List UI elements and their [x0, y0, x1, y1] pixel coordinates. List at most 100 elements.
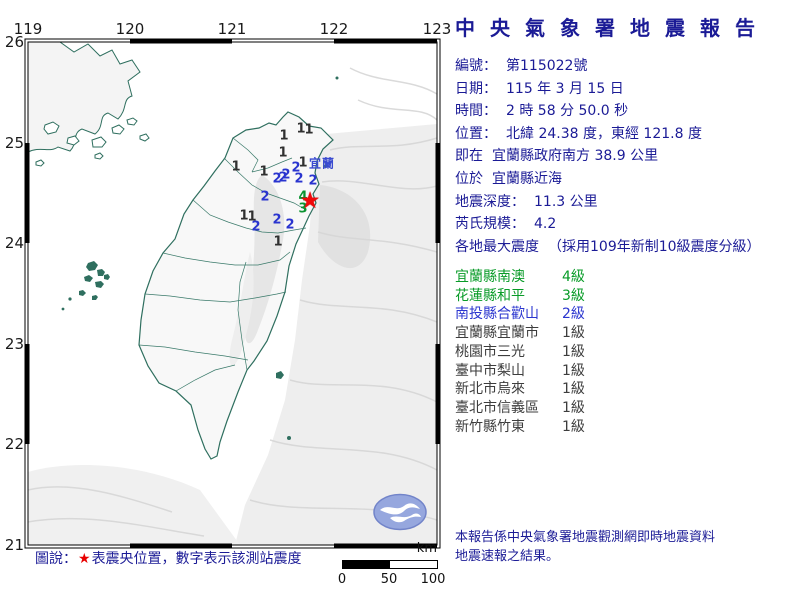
report-panel: 中央氣象署地震報告 編號： 第115022號 日期： 115 年 3 月 15 日 … — [452, 0, 800, 600]
intensity-level: 1級 — [562, 362, 585, 379]
intensity-location: 花蓮縣和平 — [455, 287, 525, 304]
report-line-label: 位於 — [455, 170, 483, 187]
map-legend: 圖說：★表震央位置，數字表示該測站震度 — [35, 548, 302, 568]
report-line: 位置： 北緯 24.38 度，東經 121.8 度 — [455, 123, 761, 146]
intensity-level: 1級 — [562, 418, 585, 435]
legend-prefix: 圖說： — [35, 551, 77, 567]
intensity-row: 南投縣合歡山 2級 — [455, 305, 585, 324]
report-line-value: 4.2 — [534, 216, 557, 233]
offshore-islets — [276, 76, 339, 440]
taiwan-island — [138, 111, 334, 460]
station-intensity-marker: 2 — [308, 173, 318, 189]
station-intensity-marker: 4 — [298, 189, 308, 205]
lat-tick-label: 23 — [4, 335, 24, 353]
cwa-logo-watermark — [373, 493, 427, 531]
station-intensity-marker: 2 — [251, 219, 261, 235]
mainland-coast — [27, 41, 141, 153]
report-line: 即在 宜蘭縣政府南方 38.9 公里 — [455, 145, 761, 168]
station-intensity-marker: 1 — [298, 155, 308, 171]
intensity-row: 臺中市梨山 1級 — [455, 362, 585, 381]
report-line-value: 第115022號 — [506, 58, 588, 74]
lat-tick-label: 24 — [4, 234, 24, 252]
intensity-location: 臺中市梨山 — [455, 362, 525, 379]
station-intensity-marker: 2 — [272, 212, 282, 228]
intensity-row: 宜蘭縣南澳 4級 — [455, 268, 585, 287]
intensity-location: 桃園市三光 — [455, 343, 525, 360]
report-line-value: （採用109年新制10級震度分級） — [548, 238, 761, 255]
station-intensity-marker: 2 — [291, 160, 301, 176]
report-line: 位於 宜蘭縣近海 — [455, 168, 761, 191]
report-line-value: 宜蘭縣近海 — [492, 170, 562, 187]
county-boundaries — [138, 137, 307, 392]
lat-tick-label: 26 — [4, 33, 24, 51]
epicenter-star-icon: ★ — [299, 187, 321, 214]
lon-tick-label: 119 — [13, 20, 43, 38]
map-frame — [24, 38, 441, 549]
legend-text: 表震央位置，數字表示該測站震度 — [91, 551, 302, 567]
scale-tick-label: 50 — [380, 572, 398, 587]
station-intensity-marker: 1 — [296, 121, 306, 137]
scale-tick-label: 0 — [337, 572, 347, 587]
intensity-level: 1級 — [562, 325, 585, 342]
intensity-level: 4級 — [562, 269, 585, 285]
place-label-yilan: 宜蘭 — [308, 156, 336, 171]
report-line-value: 北緯 24.38 度，東經 121.8 度 — [506, 125, 702, 142]
intensity-location: 新北市烏來 — [455, 381, 525, 398]
lon-tick-label: 120 — [115, 20, 145, 38]
report-line: 編號： 第115022號 — [455, 55, 761, 78]
penghu-islands — [61, 261, 110, 311]
lat-tick-label: 22 — [4, 435, 24, 453]
station-intensity-marker: 2 — [278, 170, 288, 186]
report-line: 芮氏規模： 4.2 — [455, 213, 761, 236]
intensity-level: 1級 — [562, 381, 585, 398]
report-line: 日期： 115 年 3 月 15 日 — [455, 78, 761, 101]
report-detail-lines: 編號： 第115022號 日期： 115 年 3 月 15 日 時間： 2 時 58 … — [455, 55, 761, 258]
relief-streaks — [27, 67, 438, 537]
legend-star-icon: ★ — [78, 551, 91, 567]
report-line-label: 位置： — [455, 125, 497, 142]
lon-tick-label: 122 — [319, 20, 349, 38]
footnote-line2: 地震速報之結果。 — [455, 548, 560, 564]
intensity-location: 宜蘭縣南澳 — [455, 269, 525, 285]
report-line-label: 芮氏規模： — [455, 216, 525, 233]
intensity-row: 新北市烏來 1級 — [455, 380, 585, 399]
footnote-line1: 本報告係中央氣象署地震觀測網即時地震資料 — [455, 530, 716, 545]
station-intensity-marker: 3 — [298, 201, 308, 217]
intensity-level: 1級 — [562, 343, 585, 360]
report-line-value: 115 年 3 月 15 日 — [506, 80, 624, 97]
station-intensity-marker: 2 — [294, 171, 304, 187]
station-intensity-marker: 2 — [260, 189, 270, 205]
intensity-row: 臺北市信義區 1級 — [455, 399, 585, 418]
report-line-label: 日期： — [455, 80, 497, 97]
taiwan-map — [24, 38, 441, 549]
scale-bar — [342, 560, 438, 569]
station-intensity-marker: 1 — [247, 209, 257, 225]
station-intensity-marker: 2 — [272, 171, 282, 187]
mountain-shading — [229, 175, 285, 366]
report-line-label: 地震深度： — [455, 193, 525, 210]
report-line-label: 各地最大震度 — [455, 238, 539, 255]
station-intensity-marker: 1 — [231, 159, 241, 175]
lon-tick-label: 123 — [422, 20, 452, 38]
report-line-value: 11.3 公里 — [534, 193, 598, 210]
report-line-label: 即在 — [455, 148, 483, 165]
max-intensity-list: 宜蘭縣南澳 4級 花蓮縣和平 3級 南投縣合歡山 2級 宜蘭縣宜蘭市 1級 桃園市三光 1… — [455, 268, 585, 436]
bathymetry-patch — [318, 185, 371, 269]
station-intensity-marker: 2 — [281, 167, 291, 183]
station-intensity-marker: 1 — [278, 145, 288, 161]
report-line: 地震深度： 11.3 公里 — [455, 191, 761, 214]
bathymetry-east — [235, 124, 437, 545]
intensity-level: 1級 — [562, 399, 585, 416]
intensity-level: 2級 — [562, 306, 585, 323]
intensity-location: 新竹縣竹東 — [455, 418, 525, 435]
intensity-location: 臺北市信義區 — [455, 399, 539, 416]
bathymetry-southwest — [28, 465, 240, 545]
scale-bar-filled — [343, 561, 390, 568]
report-line: 各地最大震度 （採用109年新制10級震度分級） — [455, 236, 761, 259]
lat-tick-label: 25 — [4, 134, 24, 152]
intensity-location: 南投縣合歡山 — [455, 306, 539, 323]
station-intensity-marker: 1 — [279, 128, 289, 144]
report-title: 中央氣象署地震報告 — [455, 16, 770, 40]
